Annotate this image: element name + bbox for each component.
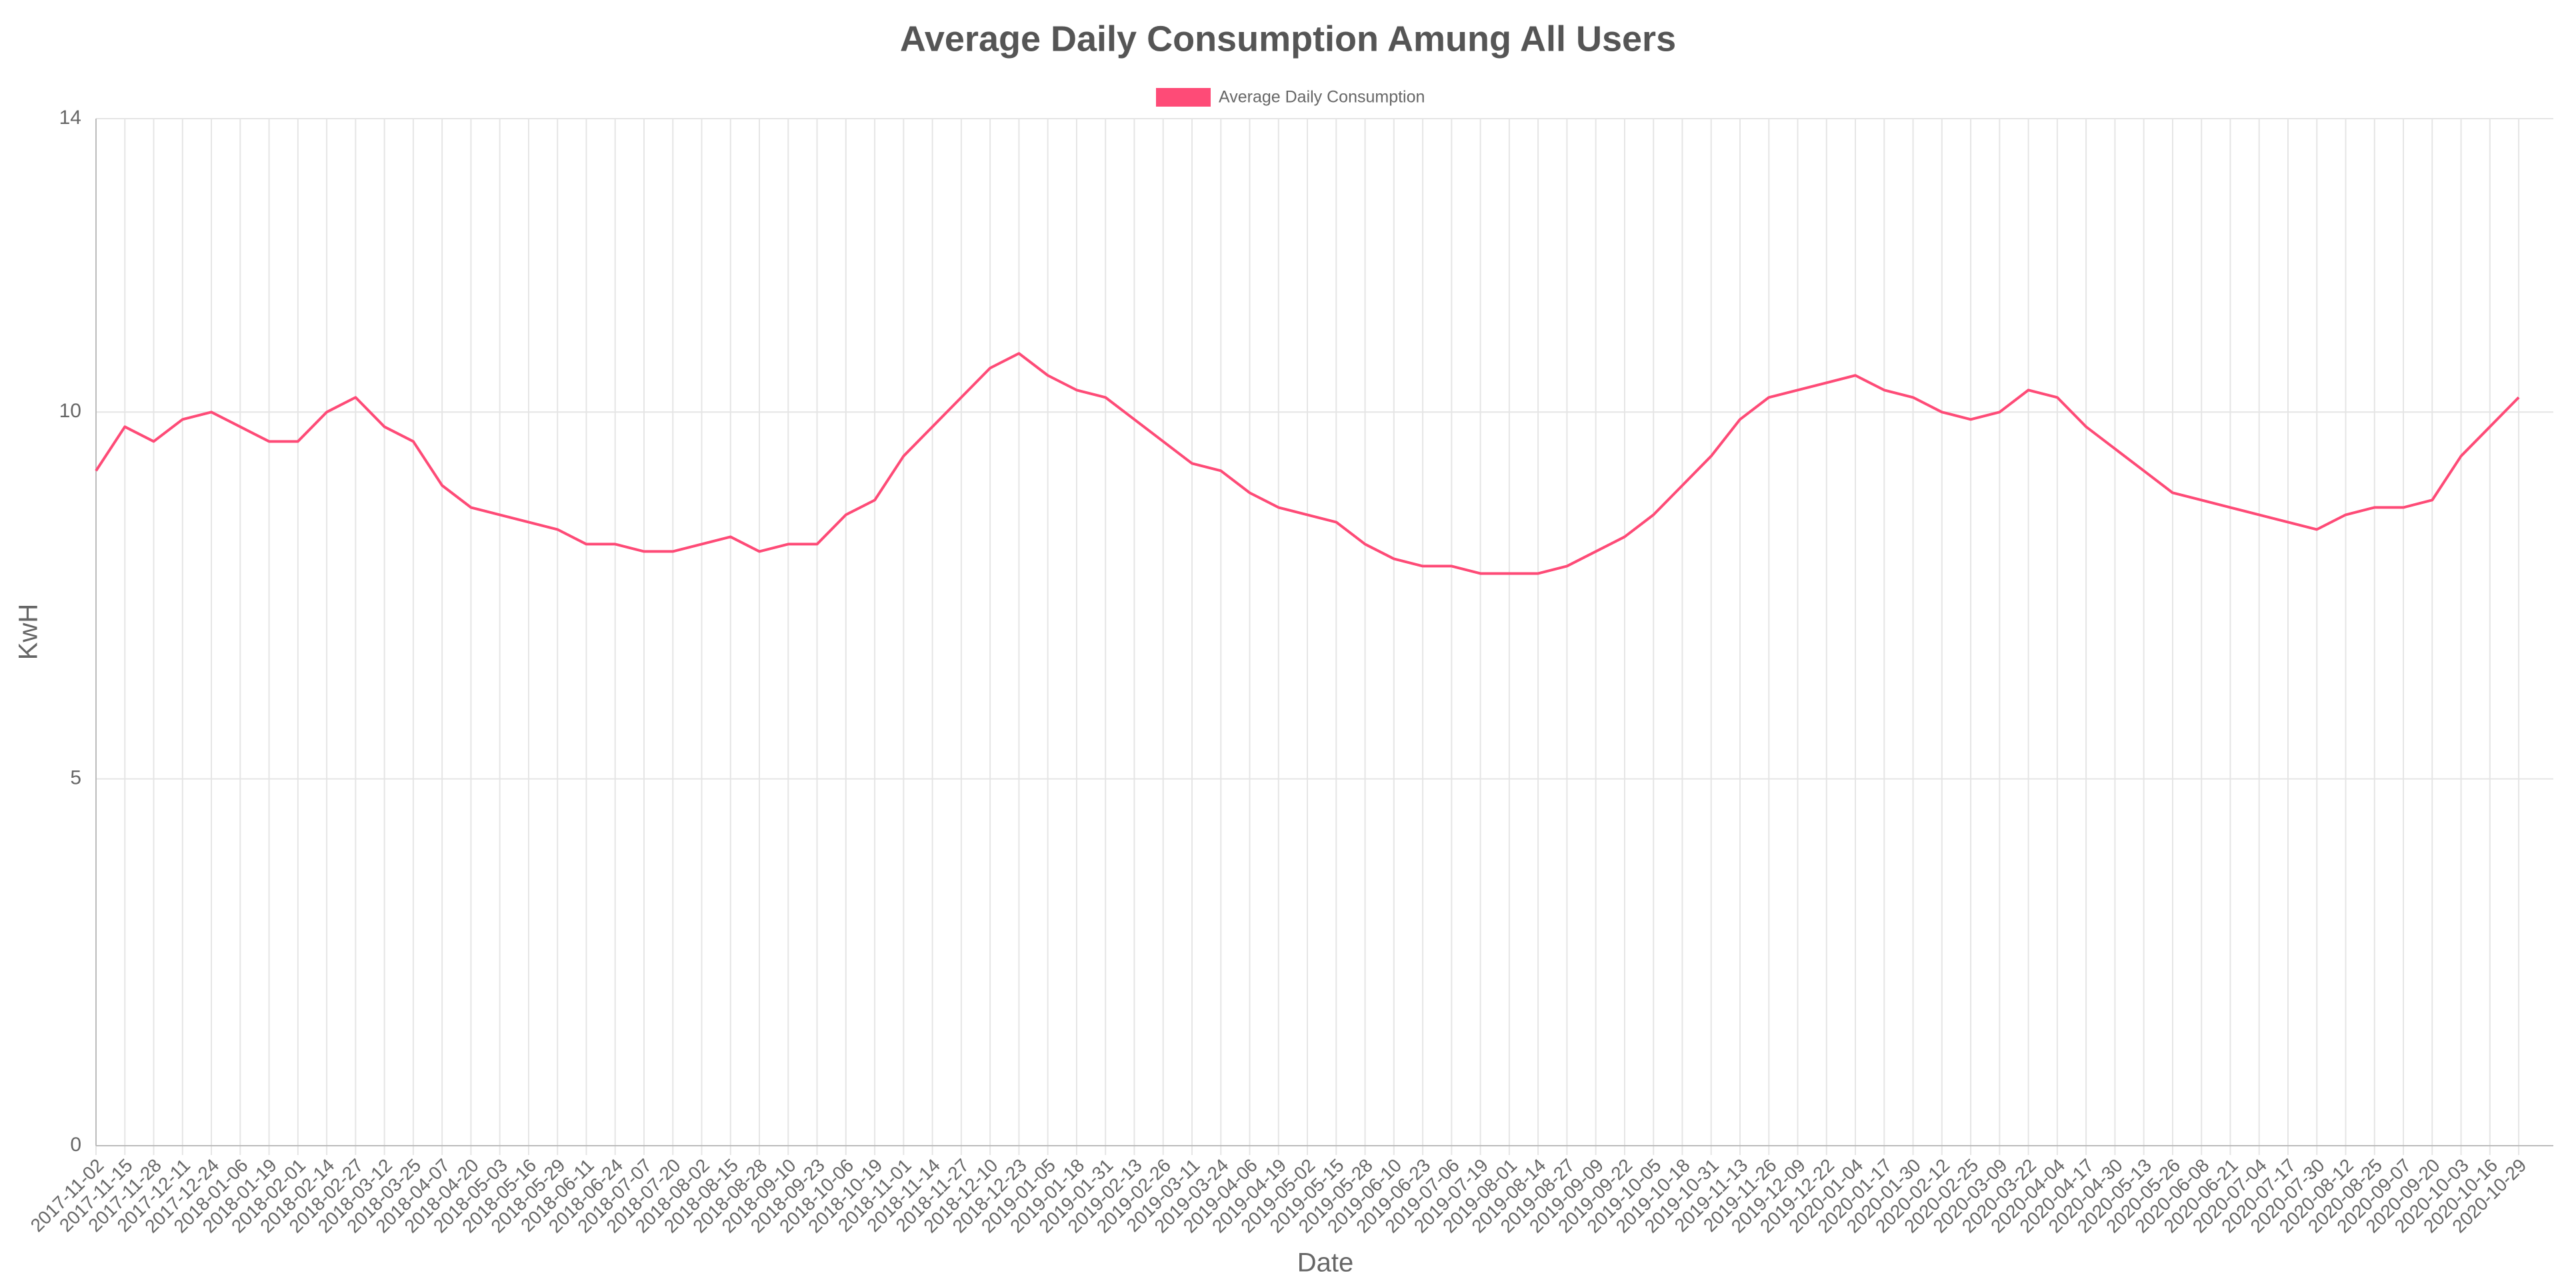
y-tick-label: 5 — [70, 767, 81, 789]
y-tick-label: 14 — [59, 107, 81, 129]
data-line — [95, 352, 2520, 575]
legend-label: Average Daily Consumption — [1219, 88, 1425, 107]
y-axis-title: KwH — [14, 604, 43, 660]
y-tick-label: 10 — [59, 400, 81, 422]
chart-title: Average Daily Consumption Amung All User… — [900, 19, 1676, 59]
legend-swatch — [1156, 88, 1211, 107]
x-axis-title: Date — [1297, 1248, 1354, 1278]
y-tick-label: 0 — [70, 1134, 81, 1156]
